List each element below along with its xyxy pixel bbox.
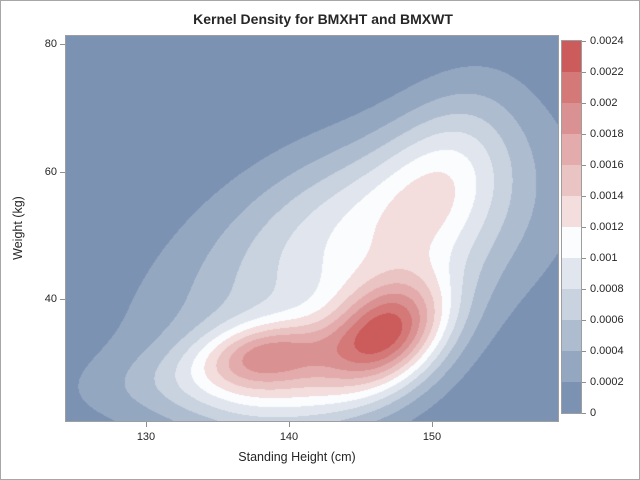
- legend-tick-label: 0.002: [590, 97, 618, 109]
- legend-tick-label: 0: [590, 407, 597, 419]
- legend-tick-mark: [582, 289, 586, 290]
- legend-band: [562, 196, 581, 227]
- x-tick-label: 140: [279, 431, 299, 443]
- legend-tick-mark: [582, 320, 586, 321]
- legend-band: [562, 227, 581, 258]
- legend-tick-mark: [582, 196, 586, 197]
- legend-tick-label: 0.0024: [590, 35, 624, 47]
- legend-band: [562, 72, 581, 103]
- legend-band: [562, 258, 581, 289]
- legend-tick-label: 0.0004: [590, 345, 624, 357]
- legend-tick-mark: [582, 72, 586, 73]
- y-tick-label: 40: [44, 293, 57, 305]
- x-tick-mark: [432, 422, 433, 427]
- y-tick-mark: [60, 299, 65, 300]
- legend-tick-mark: [582, 134, 586, 135]
- y-tick-mark: [60, 172, 65, 173]
- legend-tick-mark: [582, 382, 586, 383]
- legend-tick-label: 0.0006: [590, 314, 624, 326]
- legend-tick-mark: [582, 103, 586, 104]
- legend-tick-mark: [582, 258, 586, 259]
- x-tick-label: 130: [136, 431, 156, 443]
- y-tick-mark: [60, 44, 65, 45]
- legend-tick-label: 0.001: [590, 252, 618, 264]
- legend-band: [562, 382, 581, 413]
- contour-canvas: [66, 36, 558, 421]
- legend-tick-mark: [582, 413, 586, 414]
- x-tick-mark: [289, 422, 290, 427]
- legend-band: [562, 165, 581, 196]
- y-axis-title-text: Weight (kg): [11, 196, 25, 260]
- legend-tick-mark: [582, 41, 586, 42]
- legend-tick-label: 0.0022: [590, 66, 624, 78]
- legend-band: [562, 103, 581, 134]
- x-tick-mark: [146, 422, 147, 427]
- legend-tick-label: 0.0016: [590, 159, 624, 171]
- legend-band: [562, 41, 581, 72]
- legend-band: [562, 351, 581, 382]
- y-tick-label: 60: [44, 166, 57, 178]
- plot-wall: [65, 35, 559, 422]
- chart-title: Kernel Density for BMXHT and BMXWT: [193, 11, 453, 27]
- legend-band: [562, 289, 581, 320]
- legend-band: [562, 134, 581, 165]
- x-tick-label: 150: [422, 431, 442, 443]
- y-tick-label: 80: [44, 38, 57, 50]
- x-axis-title: Standing Height (cm): [238, 450, 356, 464]
- legend-color-ramp: [561, 40, 582, 414]
- legend-tick-mark: [582, 351, 586, 352]
- legend-tick-mark: [582, 227, 586, 228]
- legend-tick-label: 0.0008: [590, 283, 624, 295]
- legend-tick-label: 0.0002: [590, 376, 624, 388]
- legend-tick-label: 0.0012: [590, 221, 624, 233]
- legend-tick-label: 0.0014: [590, 190, 624, 202]
- legend-tick-mark: [582, 165, 586, 166]
- legend-band: [562, 320, 581, 351]
- legend-tick-label: 0.0018: [590, 128, 624, 140]
